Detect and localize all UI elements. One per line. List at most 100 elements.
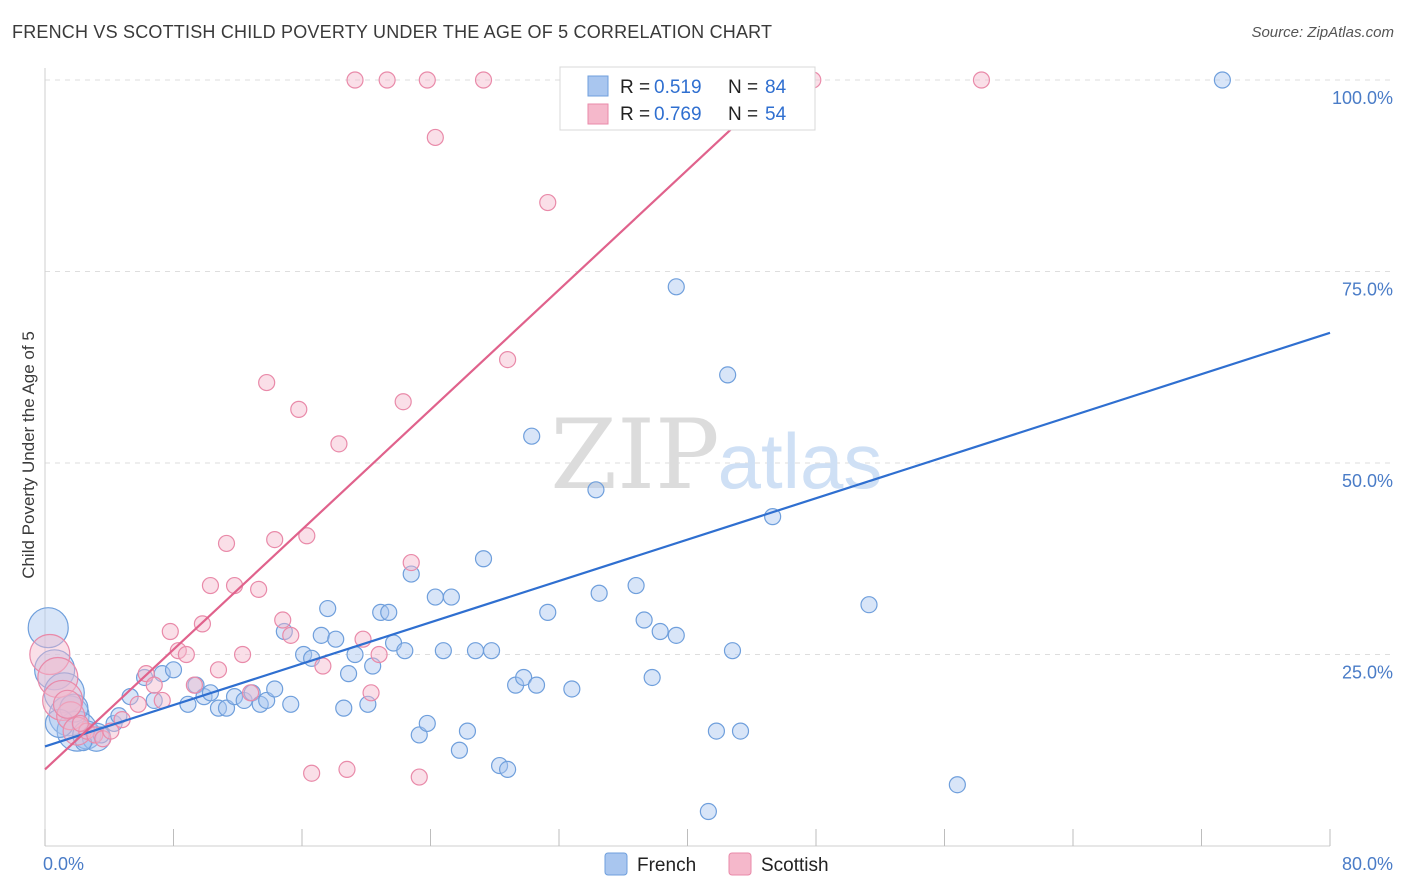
y-tick-label-3: 100.0% (1332, 88, 1393, 108)
french-point-73 (719, 366, 737, 384)
french-point-75 (731, 722, 750, 740)
series-legend: French Scottish (604, 852, 829, 876)
french-point-53 (482, 642, 501, 660)
french-point-72 (707, 722, 726, 740)
french-point-34 (335, 699, 353, 717)
french-point-68 (667, 626, 685, 644)
french-point-74 (723, 642, 742, 660)
scottish-point-17 (185, 676, 203, 694)
french-point-55 (499, 760, 517, 779)
legend-french-r-label: R = (620, 77, 650, 98)
french-point-64 (627, 576, 645, 595)
legend-french-n-label: N = (728, 77, 758, 98)
scottish-point-10 (129, 695, 147, 713)
chart-title: FRENCH VS SCOTTISH CHILD POVERTY UNDER T… (12, 22, 773, 42)
scottish-point-46 (474, 71, 493, 89)
scottish-point-26 (258, 373, 276, 392)
scottish-point-47 (499, 350, 517, 369)
french-point-46 (426, 588, 444, 606)
legend-scottish-n-value: 54 (765, 104, 787, 125)
legend-swatch-scottish (587, 103, 609, 125)
french-point-1 (34, 649, 76, 691)
x-tick-label-1: 80.0% (1342, 854, 1393, 874)
scottish-point-32 (303, 764, 321, 782)
french-point-45 (418, 714, 436, 733)
french-point-50 (458, 722, 477, 740)
french-point-60 (539, 603, 557, 621)
french-point-40 (380, 603, 398, 621)
scottish-point-14 (161, 622, 179, 641)
scottish-point-51 (972, 71, 991, 89)
y-tick-label-1: 50.0% (1342, 471, 1393, 491)
french-point-31 (312, 626, 330, 644)
y-tick-label-2: 75.0% (1342, 280, 1393, 300)
legend-scottish-n-label: N = (728, 104, 758, 125)
french-point-21 (225, 688, 244, 706)
series-legend-scottish: Scottish (761, 855, 829, 876)
series-legend-swatch-french (604, 852, 628, 876)
scottish-point-2 (42, 679, 84, 722)
x-tick-labels: 0.0% 80.0% (43, 854, 1393, 874)
y-axis-label: Child Poverty Under the Age of 5 (19, 331, 38, 579)
french-point-66 (643, 668, 661, 687)
trend-lines (44, 79, 1331, 771)
scottish-point-42 (402, 553, 420, 572)
y-tick-labels: 25.0% 50.0% 75.0% 100.0% (1332, 88, 1393, 683)
scottish-point-33 (314, 657, 332, 675)
grid-lines (45, 79, 1394, 655)
french-point-27 (282, 695, 300, 713)
french-point-33 (327, 630, 345, 648)
scottish-point-34 (330, 435, 348, 453)
scottish-point-25 (250, 580, 268, 598)
legend-french-n-value: 84 (765, 77, 787, 98)
scottish-point-20 (209, 661, 228, 679)
series-legend-swatch-scottish (728, 852, 752, 876)
french-point-62 (587, 481, 605, 499)
french-point-48 (442, 588, 460, 606)
french-point-79 (948, 776, 966, 794)
source-label: Source: ZipAtlas.com (1251, 24, 1394, 41)
axes (44, 68, 1331, 847)
scottish-point-15 (169, 642, 187, 660)
french-point-52 (474, 550, 493, 568)
scottish-point-40 (378, 71, 396, 89)
scottish-point-28 (274, 611, 292, 629)
scottish-point-44 (418, 71, 436, 89)
scottish-point-12 (145, 676, 163, 694)
scottish-point-23 (233, 645, 252, 664)
scottish-point-36 (346, 71, 364, 89)
watermark-zip: ZIP (550, 399, 719, 511)
french-point-26 (266, 680, 284, 698)
trend-line-french (44, 331, 1331, 748)
scottish-point-39 (370, 645, 388, 664)
french-point-67 (651, 622, 669, 641)
trend-line-scottish (44, 79, 785, 771)
french-point-59 (527, 676, 546, 694)
scottish-point-21 (217, 534, 236, 553)
scottish-point-45 (426, 128, 444, 147)
scottish-point-53 (71, 714, 89, 733)
french-point-80 (1213, 71, 1231, 89)
french-point-15 (179, 695, 197, 713)
scottish-point-16 (177, 645, 195, 664)
watermark: ZIP atlas (550, 399, 882, 511)
scottish-point-38 (362, 684, 380, 702)
french-point-49 (450, 741, 469, 759)
french-point-42 (396, 642, 414, 660)
scottish-point-24 (242, 684, 260, 702)
french-point-71 (699, 802, 717, 821)
stats-legend: R = 0.519 N = 84 R = 0.769 N = 54 (559, 66, 816, 131)
scottish-point-19 (201, 576, 220, 595)
french-point-54 (490, 756, 509, 775)
watermark-atlas: atlas (718, 417, 883, 505)
french-point-70 (667, 278, 685, 296)
legend-french-r-value: 0.519 (654, 77, 702, 98)
series-scottish-points (29, 71, 991, 786)
scottish-point-31 (298, 527, 316, 545)
french-point-47 (434, 642, 452, 660)
french-point-35 (339, 665, 358, 683)
french-point-51 (466, 642, 485, 660)
y-tick-label-0: 25.0% (1342, 663, 1393, 683)
scottish-point-30 (290, 400, 308, 418)
